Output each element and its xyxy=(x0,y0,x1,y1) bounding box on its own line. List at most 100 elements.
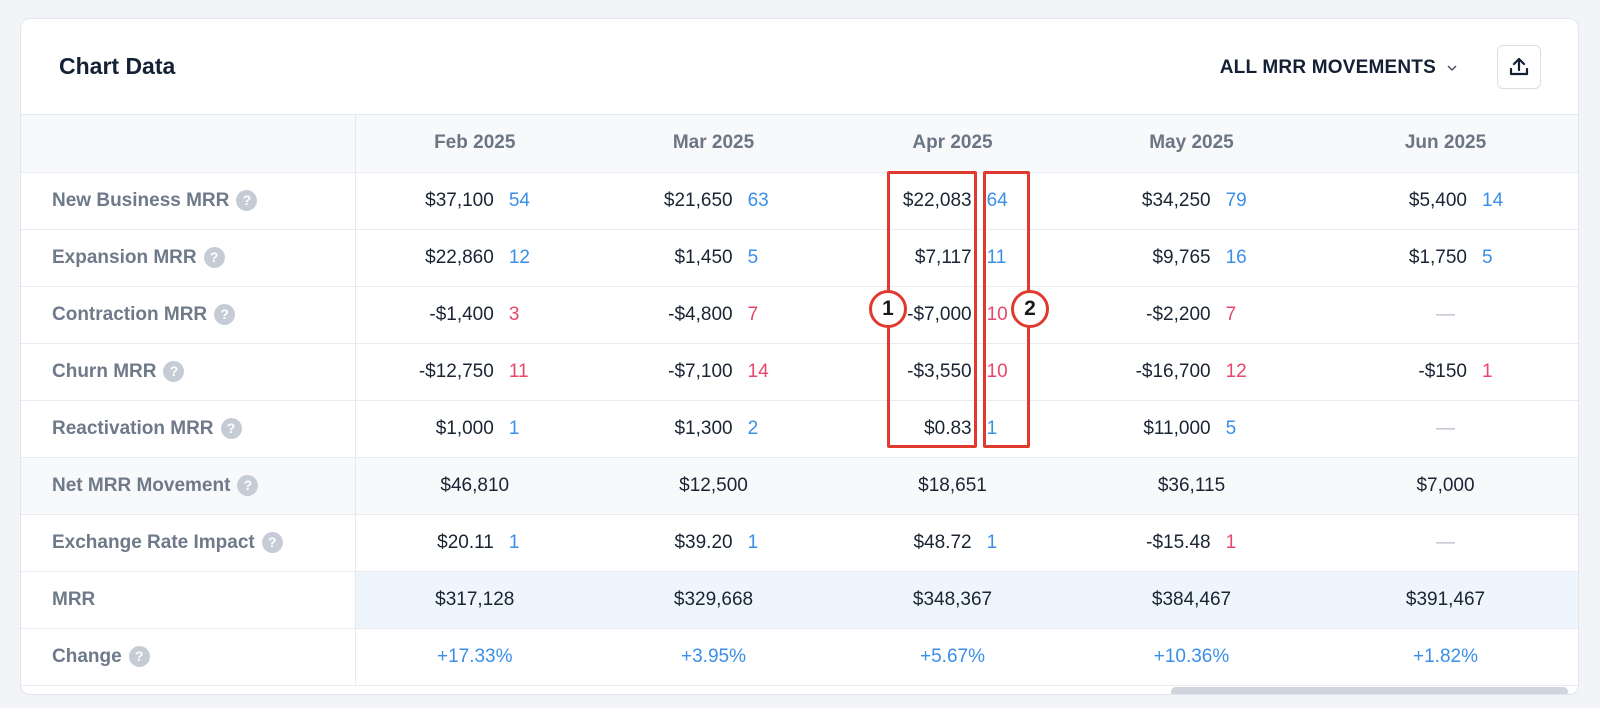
mrr-amount: $5,400 xyxy=(1408,189,1468,211)
row-label: Reactivation MRR? xyxy=(21,400,356,458)
customer-count[interactable]: 14 xyxy=(747,360,769,382)
customer-count[interactable]: 2 xyxy=(747,417,759,439)
customer-count[interactable]: 10 xyxy=(986,360,1008,382)
value-pair: $5,400 14 xyxy=(1311,189,1578,212)
change-percent-cell: +5.67% xyxy=(833,628,1072,686)
customer-count[interactable]: 1 xyxy=(508,417,520,439)
help-icon[interactable]: ? xyxy=(220,417,242,439)
customer-count[interactable]: 5 xyxy=(747,246,759,268)
table-row-change: Change? +17.33% +3.95% +5.67% +10.36% +1.82% xyxy=(21,628,1578,686)
month-header: Jun 2025 xyxy=(1311,115,1578,173)
mrr-total-cell: $391,467 xyxy=(1311,571,1578,629)
mrr-total-cell: $348,367 xyxy=(833,571,1072,629)
mrr-amount: $0.83 xyxy=(924,417,972,439)
value-pair: $34,250 79 xyxy=(1072,190,1311,212)
customer-count[interactable]: 12 xyxy=(508,246,530,268)
row-label: Net MRR Movement? xyxy=(21,457,356,515)
customer-count[interactable]: 16 xyxy=(1225,246,1247,268)
value-cell: -$3,550 10 xyxy=(833,343,1072,401)
customer-count[interactable]: 10 xyxy=(986,303,1008,325)
customer-count[interactable]: 1 xyxy=(1225,531,1237,553)
mrr-amount: $11,000 xyxy=(1143,417,1211,439)
mrr-amount: $7,117 xyxy=(914,246,972,268)
row-label-text: New Business MRR xyxy=(52,189,230,211)
customer-count[interactable]: 1 xyxy=(1482,360,1493,382)
customer-count[interactable]: 1 xyxy=(986,417,998,439)
customer-count[interactable]: 7 xyxy=(747,303,759,325)
help-icon[interactable]: ? xyxy=(236,189,258,211)
mrr-amount: $20.11 xyxy=(437,531,494,553)
customer-count[interactable]: 5 xyxy=(1225,417,1237,439)
customer-count[interactable]: 7 xyxy=(1225,303,1237,325)
value-pair: $39.20 1 xyxy=(594,532,833,554)
customer-count[interactable]: 5 xyxy=(1482,246,1493,268)
value-cell: -$150 1 xyxy=(1311,343,1578,401)
row-label-text: Expansion MRR xyxy=(52,246,197,268)
customer-count[interactable]: 11 xyxy=(508,360,529,382)
value-cell: -$4,800 7 xyxy=(594,286,833,344)
chart-data-card: Chart Data ALL MRR MOVEMENTS Fe xyxy=(20,18,1579,695)
month-header: Feb 2025 xyxy=(355,115,594,173)
table-row-contraction: Contraction MRR? -$1,400 3 -$4,800 7 -$7,000 1… xyxy=(21,286,1578,344)
customer-count[interactable]: 3 xyxy=(508,303,520,325)
change-percent-cell: +10.36% xyxy=(1072,628,1311,686)
mrr-amount: $22,860 xyxy=(425,246,494,268)
value-cell: $9,765 16 xyxy=(1072,229,1311,287)
value-pair: $9,765 16 xyxy=(1072,247,1311,269)
customer-count[interactable]: 63 xyxy=(747,189,769,211)
customer-count[interactable]: 54 xyxy=(508,189,530,211)
export-icon xyxy=(1509,57,1529,76)
export-button[interactable] xyxy=(1497,45,1541,89)
value-cell: — xyxy=(1311,400,1578,458)
value-pair: $20.11 1 xyxy=(356,532,595,554)
value-pair: $22,083 64 xyxy=(833,190,1072,212)
value-pair: -$150 1 xyxy=(1311,360,1578,383)
value-pair: -$4,800 7 xyxy=(594,304,833,326)
value-cell: $37,100 54 xyxy=(355,172,594,230)
value-cell: — xyxy=(1311,286,1578,344)
value-cell: $39.20 1 xyxy=(594,514,833,572)
mrr-amount: $39.20 xyxy=(674,531,733,553)
table-row-expansion: Expansion MRR? $22,860 12 $1,450 5 $7,117 11 $9… xyxy=(21,229,1578,287)
customer-count[interactable]: 1 xyxy=(747,531,759,553)
help-icon[interactable]: ? xyxy=(203,246,225,268)
value-pair: $0.83 1 xyxy=(833,418,1072,440)
value-cell: -$15.48 1 xyxy=(1072,514,1311,572)
help-icon[interactable]: ? xyxy=(128,645,150,667)
value-cell: $21,650 63 xyxy=(594,172,833,230)
mrr-amount: $48.72 xyxy=(913,531,972,553)
value-cell: -$7,100 14 xyxy=(594,343,833,401)
row-label: Exchange Rate Impact? xyxy=(21,514,356,572)
month-header: Apr 2025 xyxy=(833,115,1072,173)
mrr-movements-dropdown[interactable]: ALL MRR MOVEMENTS xyxy=(1220,57,1458,79)
row-label: Expansion MRR? xyxy=(21,229,356,287)
customer-count[interactable]: 1 xyxy=(508,531,520,553)
help-icon[interactable]: ? xyxy=(214,303,236,325)
corner-cell xyxy=(21,115,356,173)
customer-count[interactable]: 64 xyxy=(986,189,1008,211)
customer-count[interactable]: 79 xyxy=(1225,189,1247,211)
horizontal-scrollbar[interactable] xyxy=(1171,687,1568,694)
row-label-text: Contraction MRR xyxy=(52,303,208,325)
value-cell: $48.72 1 xyxy=(833,514,1072,572)
help-icon[interactable]: ? xyxy=(237,474,259,496)
help-icon[interactable]: ? xyxy=(261,531,283,553)
dropdown-label: ALL MRR MOVEMENTS xyxy=(1219,57,1436,78)
mrr-amount: -$2,200 xyxy=(1146,303,1211,325)
value-cell: $1,450 5 xyxy=(594,229,833,287)
row-label-text: Exchange Rate Impact xyxy=(52,531,255,553)
value-pair: -$12,750 11 xyxy=(356,361,595,383)
value-pair: $11,000 5 xyxy=(1072,418,1311,440)
mrr-amount: $9,765 xyxy=(1152,246,1211,268)
value-cell: $22,860 12 xyxy=(355,229,594,287)
value-cell: $7,117 11 xyxy=(833,229,1072,287)
mrr-amount: -$12,750 xyxy=(418,360,494,382)
value-cell: $20.11 1 xyxy=(355,514,595,572)
customer-count[interactable]: 11 xyxy=(986,246,1007,268)
value-cell: $5,400 14 xyxy=(1311,172,1578,230)
customer-count[interactable]: 14 xyxy=(1482,189,1504,211)
customer-count[interactable]: 1 xyxy=(986,531,998,553)
help-icon[interactable]: ? xyxy=(163,360,185,382)
row-label: Churn MRR? xyxy=(21,343,356,401)
customer-count[interactable]: 12 xyxy=(1225,360,1247,382)
